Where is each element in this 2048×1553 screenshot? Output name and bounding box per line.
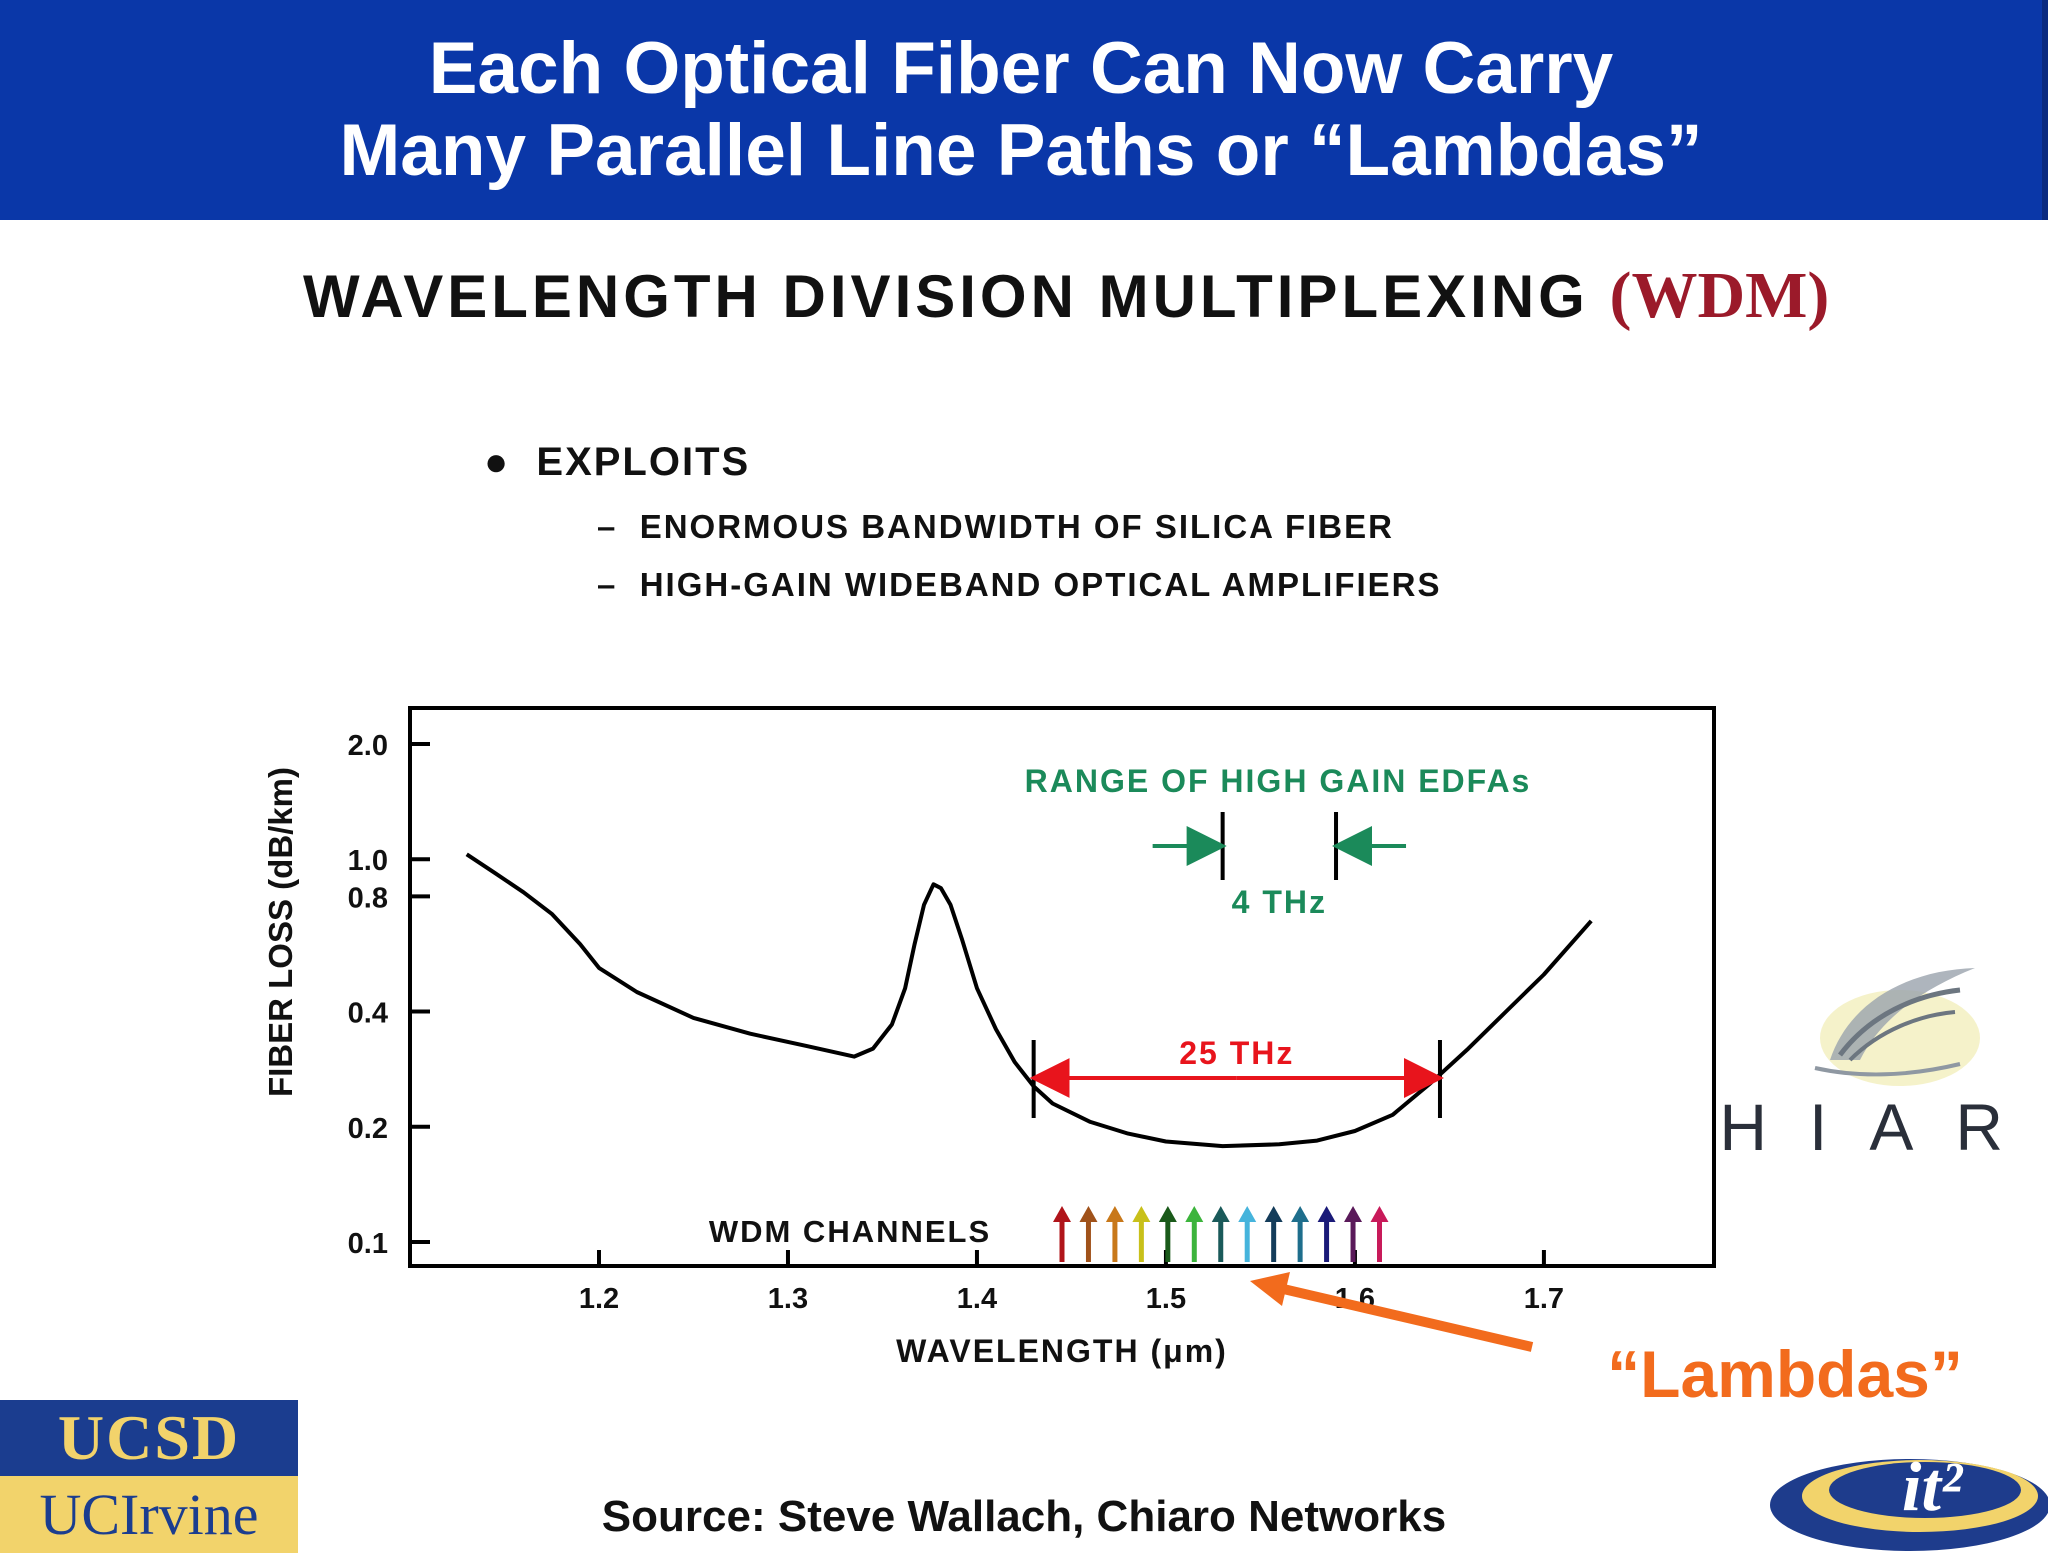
- x-tick-label: 1.2: [579, 1283, 619, 1315]
- wdm-channel-arrow-icon: [1344, 1206, 1363, 1262]
- wdm-channel-arrow-icon: [1291, 1206, 1310, 1262]
- lambdas-callout-arrow: [1260, 1279, 1534, 1352]
- wdm-channel-arrow-icon: [1211, 1206, 1230, 1262]
- ucsd-uci-logo: UCSD UCIrvine: [0, 1400, 298, 1553]
- y-tick-label: 2.0: [348, 730, 388, 762]
- edfa-bandwidth-label: 4 THz: [1232, 884, 1327, 920]
- edfa-range-label: RANGE OF HIGH GAIN EDFAs: [1025, 763, 1532, 799]
- exploit-item: – HIGH-GAIN WIDEBAND OPTICAL AMPLIFIERS: [597, 566, 1442, 604]
- ucsd-logo-text: UCSD: [0, 1400, 298, 1476]
- y-tick-label: 0.1: [348, 1228, 388, 1260]
- y-axis-label: FIBER LOSS (dB/km): [262, 767, 299, 1097]
- window-annotation: 25 THz: [1029, 1035, 1444, 1118]
- x-tick-label: 1.5: [1146, 1283, 1186, 1315]
- slide-title-line-1: Each Optical Fiber Can Now Carry: [428, 28, 1614, 109]
- wdm-abbreviation: (WDM): [1609, 259, 1830, 332]
- it2-logo-text: it²: [1902, 1449, 1964, 1526]
- window-bandwidth-label: 25 THz: [1179, 1035, 1294, 1071]
- wdm-channel-arrow-icon: [1105, 1206, 1124, 1262]
- exploits-bullet: ● EXPLOITS: [484, 440, 750, 485]
- dash-icon: –: [597, 566, 640, 603]
- wdm-channels: [1053, 1206, 1389, 1262]
- source-note: Source: Steve Wallach, Chiaro Networks: [601, 1492, 1447, 1541]
- x-tick-label: 1.4: [957, 1283, 997, 1315]
- exploits-label: EXPLOITS: [536, 440, 751, 484]
- chiaro-logo: CHIARO: [1720, 968, 2048, 1164]
- y-tick-label: 0.2: [348, 1113, 388, 1145]
- chiaro-logo-text: CHIARO: [1720, 1090, 2048, 1164]
- wdm-channel-arrow-icon: [1264, 1206, 1283, 1262]
- y-tick-label: 0.4: [348, 998, 388, 1030]
- exploit-item-text: ENORMOUS BANDWIDTH OF SILICA FIBER: [639, 508, 1394, 545]
- exploit-item-text: HIGH-GAIN WIDEBAND OPTICAL AMPLIFIERS: [639, 566, 1442, 603]
- fiber-loss-curve: [465, 852, 1593, 1149]
- wdm-channel-arrow-icon: [1158, 1206, 1177, 1262]
- y-tick-label: 1.0: [348, 845, 388, 877]
- edfa-annotation: RANGE OF HIGH GAIN EDFAs 4 THz: [1025, 763, 1532, 920]
- wdm-heading: WAVELENGTH DIVISION MULTIPLEXING (WDM): [303, 258, 1829, 334]
- lambdas-arrowhead-icon: [1250, 1272, 1290, 1306]
- wdm-channel-arrow-icon: [1370, 1206, 1389, 1262]
- x-tick-label: 1.3: [768, 1283, 808, 1315]
- wdm-channel-arrow-icon: [1079, 1206, 1098, 1262]
- x-tick-label: 1.7: [1524, 1283, 1564, 1315]
- wdm-channels-label: WDM CHANNELS: [709, 1214, 991, 1249]
- dash-icon: –: [597, 508, 640, 545]
- wdm-channel-arrow-icon: [1185, 1206, 1204, 1262]
- x-axis-label: WAVELENGTH (μm): [896, 1333, 1228, 1369]
- wdm-channel-arrow-icon: [1317, 1206, 1336, 1262]
- y-tick-label: 0.8: [348, 882, 388, 914]
- wdm-channel-arrow-icon: [1238, 1206, 1257, 1262]
- it2-logo: it²: [1770, 1449, 2048, 1551]
- slide-title-line-2: Many Parallel Line Paths or “Lambdas”: [339, 110, 1703, 191]
- lambdas-callout-label: “Lambdas”: [1607, 1337, 1963, 1411]
- exploit-item: – ENORMOUS BANDWIDTH OF SILICA FIBER: [597, 508, 1394, 546]
- x-axis: 1.2 1.3 1.4 1.5 1.6 1.7: [579, 1250, 1564, 1315]
- wdm-heading-text: WAVELENGTH DIVISION MULTIPLEXING: [303, 263, 1610, 330]
- plot-frame: [408, 706, 1716, 1268]
- y-axis: 0.1 0.2 0.4 0.8 1.0 2.0: [348, 730, 430, 1260]
- wdm-channel-arrow-icon: [1132, 1206, 1151, 1262]
- slide-title-bar: Each Optical Fiber Can Now Carry Many Pa…: [0, 0, 2048, 220]
- bullet-dot-icon: ●: [484, 440, 537, 484]
- wdm-channel-arrow-icon: [1053, 1206, 1071, 1262]
- uci-logo-text: UCIrvine: [0, 1476, 298, 1553]
